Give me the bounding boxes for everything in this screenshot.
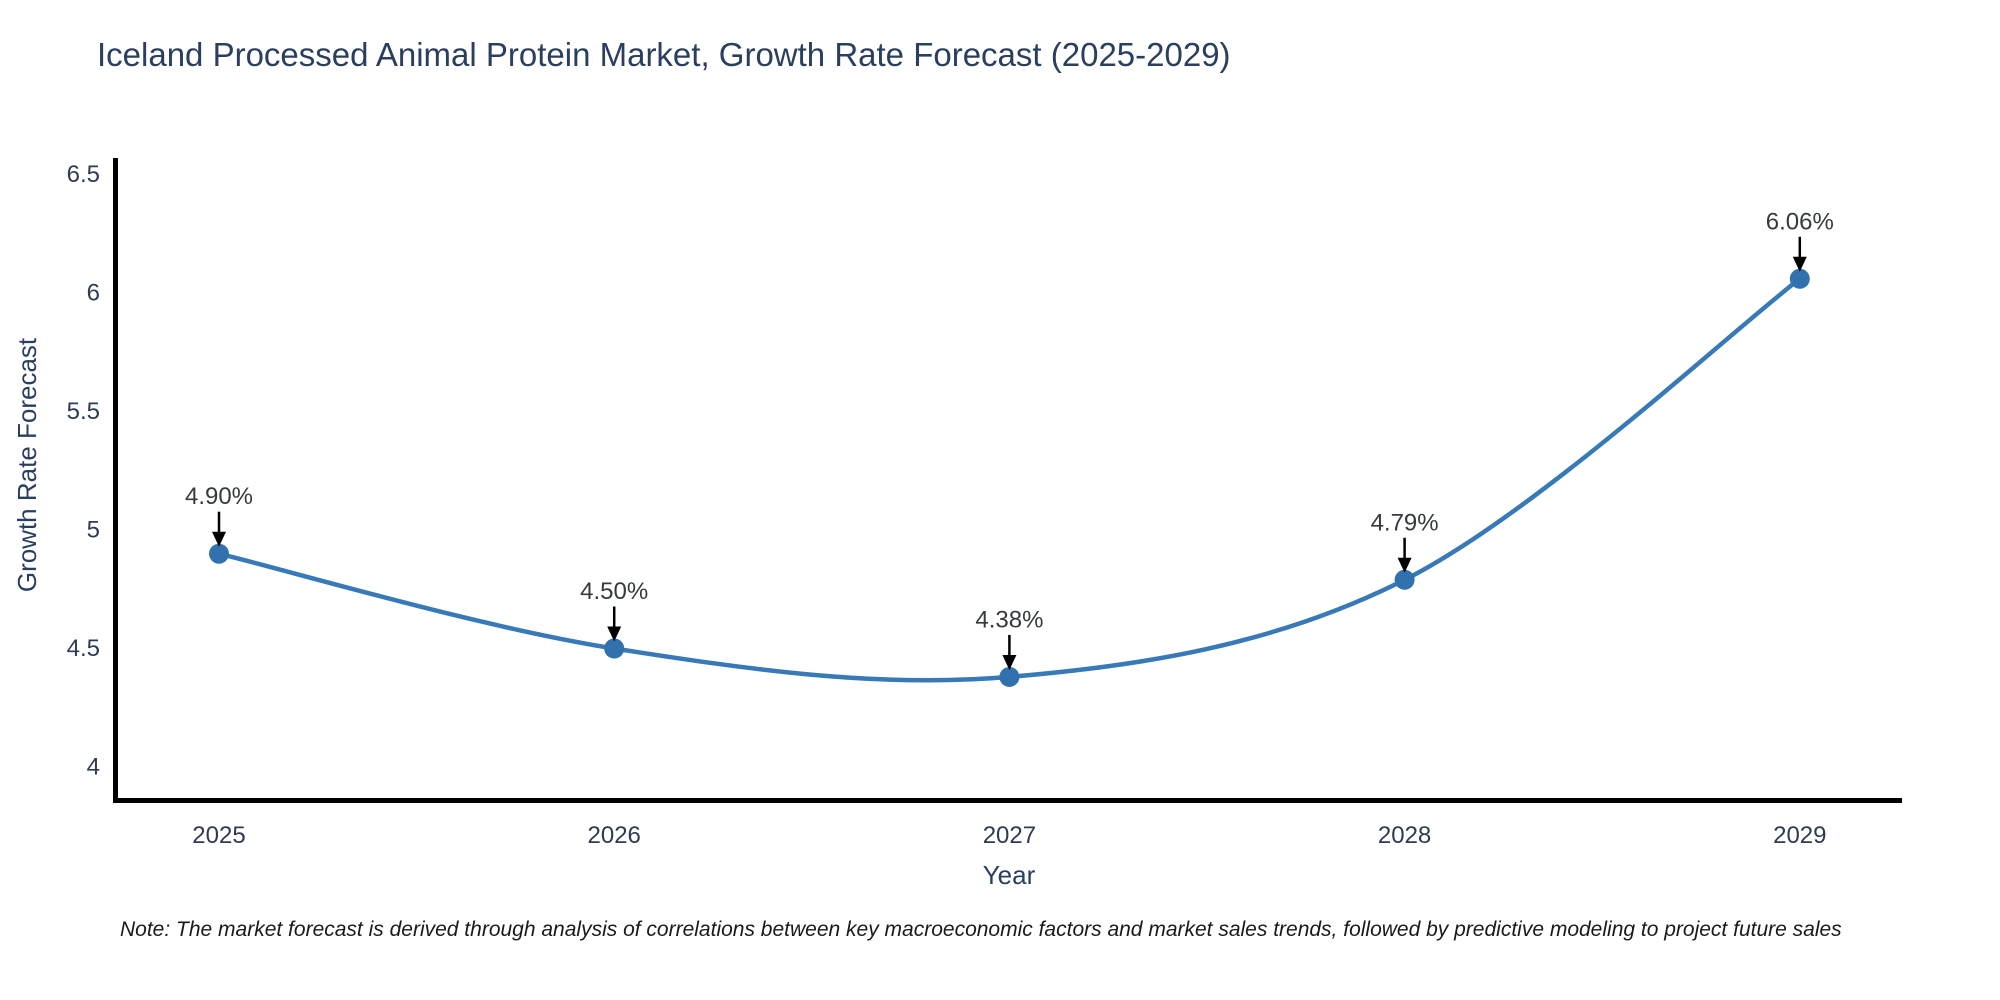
annotation-arrowhead [607, 626, 622, 642]
data-point-2028[interactable] [1394, 569, 1415, 590]
footnote: Note: The market forecast is derived thr… [120, 918, 1842, 941]
y-axis-title: Growth Rate Forecast [12, 337, 42, 592]
y-axis-line [113, 158, 118, 803]
x-tick-label: 2029 [1773, 822, 1826, 849]
chart-title: Iceland Processed Animal Protein Market,… [97, 36, 1231, 73]
annotation-arrowhead [1002, 654, 1017, 670]
y-tick-label: 6.5 [67, 161, 100, 188]
x-tick-label: 2025 [192, 822, 245, 849]
y-tick-label: 4.5 [67, 635, 100, 662]
point-label: 4.90% [185, 483, 253, 510]
x-axis-line [113, 798, 1902, 803]
point-label: 4.38% [975, 606, 1043, 633]
annotation-arrowhead [212, 531, 226, 547]
y-tick-label: 5.5 [67, 398, 100, 425]
annotation-arrowhead [1792, 256, 1807, 272]
data-point-2029[interactable] [1789, 268, 1810, 289]
y-tick-label: 6 [87, 280, 100, 307]
annotation-arrowhead [1397, 557, 1412, 573]
x-tick-label: 2028 [1378, 822, 1431, 849]
point-label: 6.06% [1766, 208, 1834, 235]
y-tick-label: 5 [87, 517, 100, 544]
data-point-2027[interactable] [999, 666, 1020, 687]
plot-area: 4 4.5 5 5.5 6 6.5 2025 2026 2027 2028 2029 4.90% 4.5… [67, 158, 1902, 849]
point-label: 4.79% [1371, 509, 1439, 536]
point-label: 4.50% [580, 578, 648, 605]
x-tick-label: 2026 [588, 822, 641, 849]
data-point-2026[interactable] [604, 638, 625, 659]
y-tick-label: 4 [87, 754, 100, 781]
data-point-2025[interactable] [209, 543, 229, 564]
x-axis-title: Year [983, 860, 1036, 890]
x-tick-label: 2027 [983, 822, 1036, 849]
